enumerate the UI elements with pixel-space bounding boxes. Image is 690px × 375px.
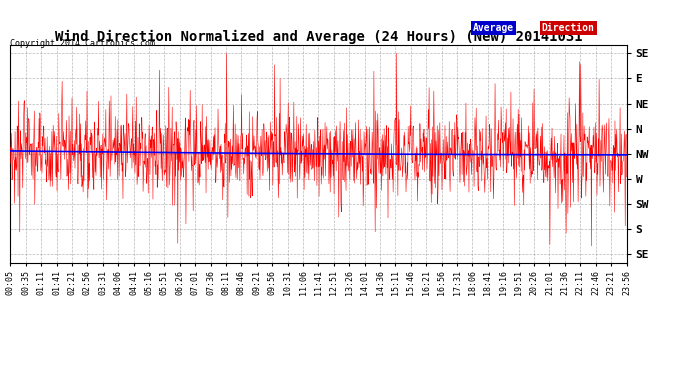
Title: Wind Direction Normalized and Average (24 Hours) (New) 20141031: Wind Direction Normalized and Average (2…	[55, 30, 582, 44]
Text: Direction: Direction	[542, 23, 595, 33]
Text: Copyright 2014 Cartronics.com: Copyright 2014 Cartronics.com	[10, 39, 155, 48]
Text: Average: Average	[473, 23, 514, 33]
